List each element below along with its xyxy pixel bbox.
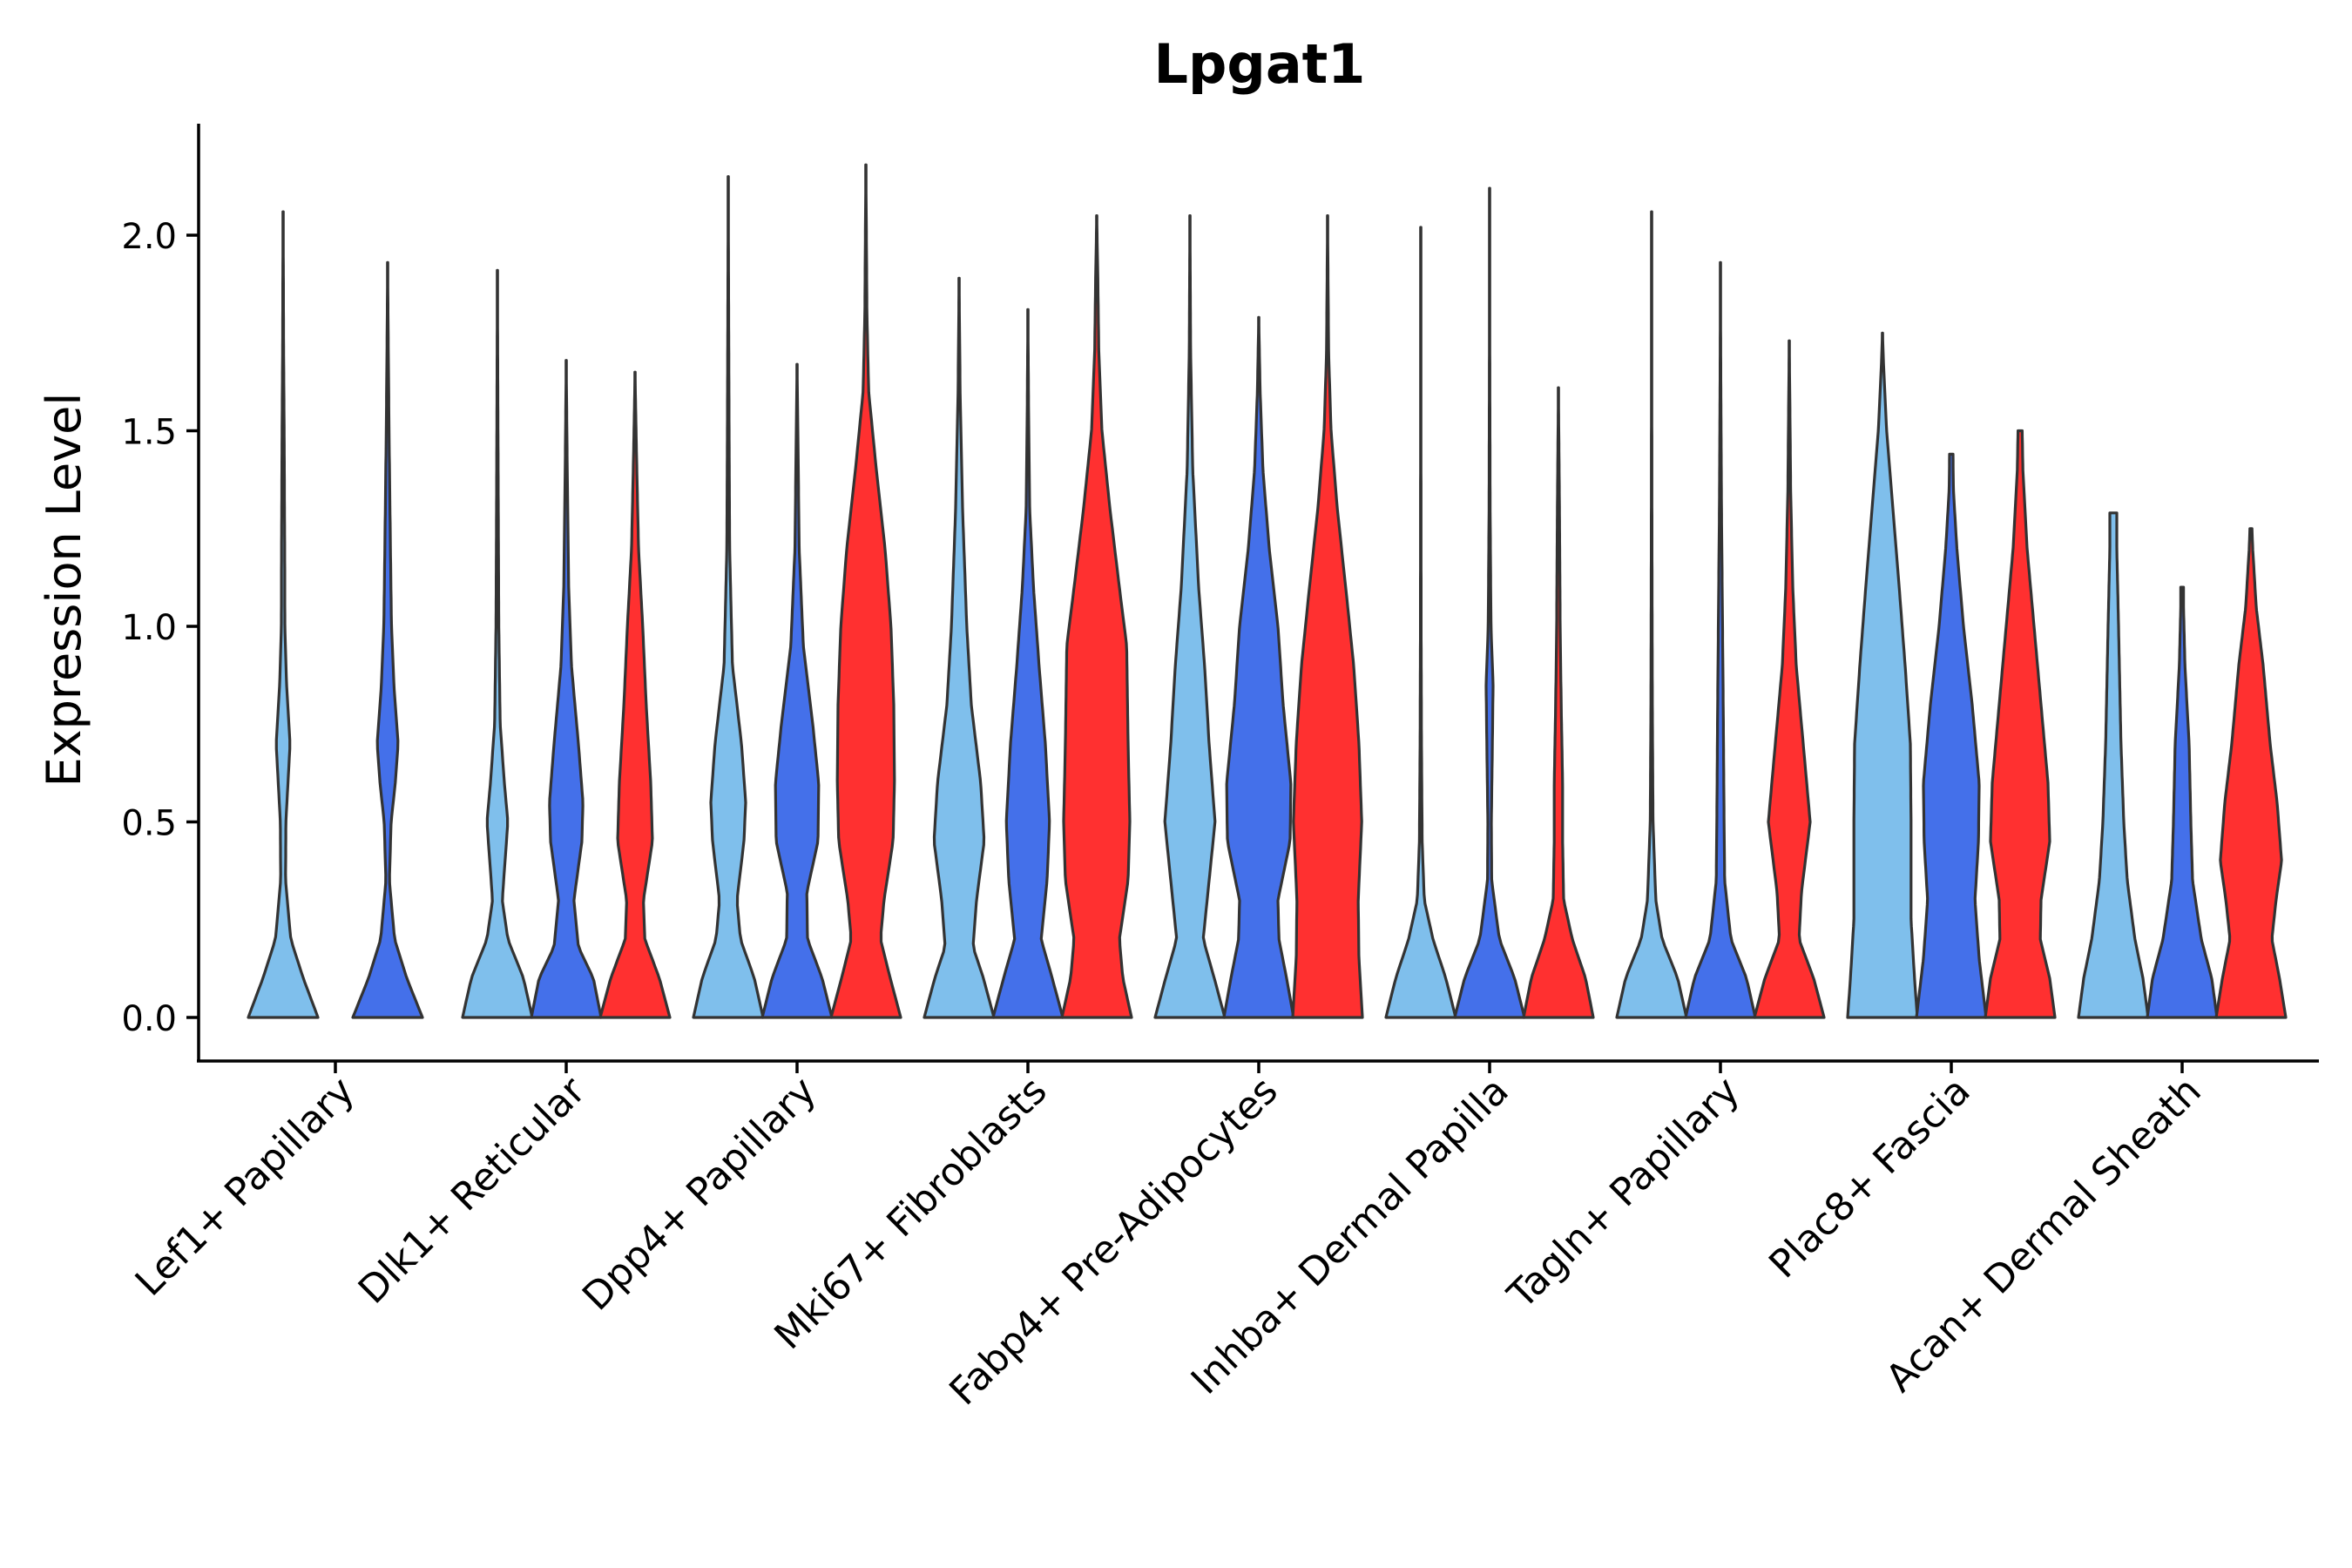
violin-3-3 [829,163,902,1019]
y-tick-label: 0.5 [121,804,177,844]
violin-2-4 [991,308,1064,1019]
violin-1-2 [461,268,534,1019]
violin-1-4 [923,276,996,1019]
violin-1-3 [692,175,765,1019]
violin-3-2 [598,370,672,1019]
x-tick-label: Dlk1+ Reticular [350,1068,595,1313]
violin-3-7 [1753,339,1826,1019]
violin-2-8 [1915,452,1988,1019]
y-ticks: 0.0 0.5 1.0 1.5 2.0 [121,217,199,1039]
x-tick-label: Tagln+ Papillary [1499,1069,1748,1318]
x-tick-label: Lef1+ Papillary [127,1069,363,1305]
violin-3-6 [1522,386,1595,1019]
violin-layer [247,163,2288,1019]
violin-1-5 [1153,214,1227,1019]
violin-2-9 [2146,585,2219,1019]
y-tick-label: 1.5 [121,413,177,453]
violin-3-8 [1984,429,2057,1019]
violin-1-6 [1384,226,1457,1019]
x-tick-label: Dpp4+ Papillary [574,1069,825,1320]
violin-2-2 [530,359,603,1019]
x-tick-label: Plac8+ Fascia [1761,1069,1979,1288]
violin-3-4 [1060,214,1133,1019]
violin-2-6 [1453,186,1526,1019]
violin-1-7 [1615,210,1688,1019]
violin-1-1 [247,210,320,1019]
y-tick-label: 2.0 [121,217,177,257]
y-tick-label: 1.0 [121,608,177,648]
violin-2-7 [1684,260,1757,1019]
chart-title: Lpgat1 [1154,32,1366,96]
y-tick-label: 0.0 [121,999,177,1039]
violin-1-9 [2077,511,2150,1019]
violin-2-3 [760,362,834,1019]
violin-2-1 [351,260,424,1019]
violin-3-5 [1291,214,1364,1019]
violin-1-8 [1846,331,1919,1019]
violin-2-5 [1222,315,1295,1019]
violin-3-9 [2214,527,2288,1019]
y-axis-label: Expression Level [37,393,91,787]
